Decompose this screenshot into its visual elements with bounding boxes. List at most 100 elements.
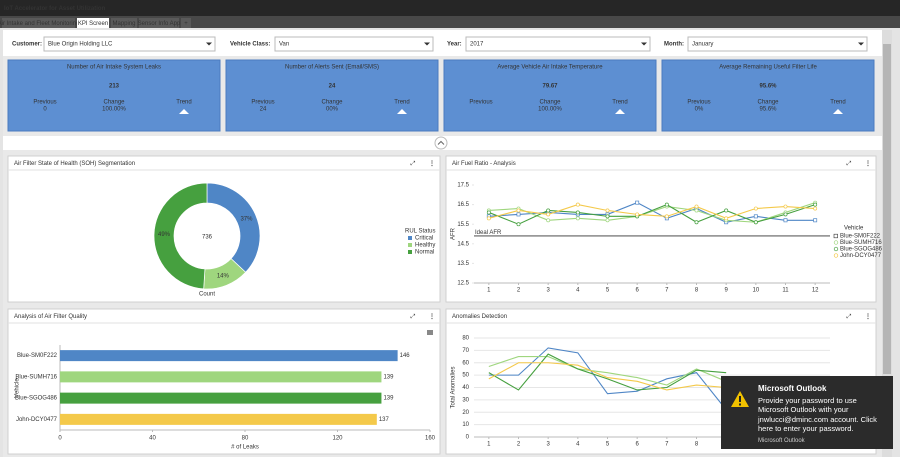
reference-label: Ideal AFR bbox=[475, 230, 502, 236]
filter-value[interactable]: Van bbox=[279, 42, 289, 48]
tab[interactable] bbox=[2, 18, 75, 28]
kpi-card bbox=[225, 59, 439, 132]
x-tick-label: 0 bbox=[58, 436, 62, 442]
point-marker bbox=[783, 204, 788, 209]
toast-body: Provide your password to use Microsoft O… bbox=[758, 395, 877, 434]
kpi-sub-value: 0 bbox=[43, 107, 47, 113]
filter-value[interactable]: January bbox=[692, 42, 713, 48]
filter-value[interactable]: Blue Origin Holding LLC bbox=[48, 42, 113, 48]
point-marker bbox=[605, 208, 610, 213]
x-tick-label: 120 bbox=[332, 436, 343, 442]
menu-icon[interactable]: ⋮ bbox=[865, 160, 871, 167]
legend-label: John-DCY0477 bbox=[840, 253, 882, 259]
panel-title: Air Filter State of Health (SOH) Segment… bbox=[14, 161, 135, 167]
legend-marker bbox=[833, 240, 839, 245]
filter-dropdown[interactable] bbox=[43, 36, 216, 52]
y-tick-label: 50 bbox=[462, 373, 469, 379]
x-tick-label: 2 bbox=[517, 442, 521, 448]
tab-label[interactable]: KPI Screen bbox=[78, 21, 108, 27]
filter-label: Year: bbox=[447, 42, 462, 48]
filter-dropdown[interactable] bbox=[687, 36, 868, 52]
expand-icon[interactable]: ⤢ bbox=[847, 313, 852, 320]
legend-label: Blue-SGOG486 bbox=[840, 247, 883, 253]
point-marker bbox=[753, 206, 758, 211]
tab[interactable] bbox=[181, 18, 191, 28]
point-marker bbox=[575, 202, 580, 207]
x-tick-label: 11 bbox=[782, 288, 789, 294]
panel bbox=[445, 155, 877, 303]
y-tick-label: 0 bbox=[466, 435, 470, 441]
series-line bbox=[488, 356, 727, 386]
point-marker bbox=[783, 218, 788, 223]
kpi-sub-label: Previous bbox=[687, 100, 710, 106]
donut-center-label: 736 bbox=[202, 235, 213, 241]
kpi-sub-label: Previous bbox=[33, 100, 56, 106]
download-icon[interactable] bbox=[427, 330, 433, 335]
x-tick-label: 40 bbox=[149, 436, 156, 442]
point-marker bbox=[813, 218, 818, 223]
point-marker bbox=[664, 202, 669, 207]
y-tick-label: 30 bbox=[462, 397, 469, 403]
x-tick-label: 160 bbox=[425, 436, 436, 442]
tab[interactable] bbox=[77, 18, 109, 28]
bar bbox=[60, 371, 382, 383]
app-title: IoT Accelerator for Asset Utilization bbox=[4, 6, 106, 12]
tab-label[interactable]: Sensor Info App bbox=[138, 21, 181, 27]
series-line bbox=[488, 203, 816, 225]
legend-swatch bbox=[408, 236, 412, 240]
tab[interactable] bbox=[139, 18, 179, 28]
y-tick-label: 15.5 bbox=[457, 222, 469, 228]
tab[interactable] bbox=[111, 18, 137, 28]
header-bar bbox=[0, 0, 900, 16]
collapse-chevron bbox=[437, 140, 445, 145]
y-axis-title: Vehicle bbox=[15, 378, 21, 398]
x-tick-label: 2 bbox=[517, 288, 521, 294]
expand-icon[interactable]: ⤢ bbox=[847, 160, 852, 167]
notification-toast[interactable]: Microsoft Outlook Provide your password … bbox=[721, 376, 893, 449]
trend-arrow bbox=[833, 109, 843, 114]
menu-icon[interactable]: ⋮ bbox=[429, 313, 435, 320]
legend-label: Blue-SM0F222 bbox=[840, 234, 881, 240]
menu-icon[interactable]: ⋮ bbox=[865, 313, 871, 320]
bar-value-label: 137 bbox=[379, 417, 390, 423]
panel-title: Anomalies Detection bbox=[452, 314, 507, 320]
tab-label[interactable]: Air Intake and Fleet Monitoring bbox=[0, 21, 79, 27]
x-tick-label: 9 bbox=[724, 288, 728, 294]
y-tick-label: 13.5 bbox=[457, 261, 469, 267]
x-tick-label: 7 bbox=[665, 288, 669, 294]
tab-label[interactable]: Mapping bbox=[112, 21, 135, 27]
y-tick-label: 17.5 bbox=[457, 183, 469, 189]
kpi-sub-label: Change bbox=[321, 100, 343, 106]
filter-dropdown[interactable] bbox=[274, 36, 434, 52]
x-tick-label: 3 bbox=[546, 288, 550, 294]
point-marker bbox=[516, 208, 521, 213]
donut-caption: Count bbox=[199, 292, 215, 298]
point-marker bbox=[516, 212, 521, 217]
segment-label: 14% bbox=[217, 274, 230, 280]
expand-icon[interactable]: ⤢ bbox=[411, 313, 416, 320]
legend-label: Blue-SUMH716 bbox=[840, 240, 882, 246]
kpi-card bbox=[443, 59, 657, 132]
x-tick-label: 5 bbox=[606, 442, 610, 448]
tab-label[interactable]: + bbox=[184, 21, 188, 27]
x-tick-label: 3 bbox=[546, 442, 550, 448]
x-tick-label: 8 bbox=[695, 288, 699, 294]
filter-dropdown[interactable] bbox=[465, 36, 651, 52]
kpi-sub-label: Trend bbox=[176, 100, 191, 106]
y-tick-label: 80 bbox=[462, 336, 469, 342]
segment-label: 49% bbox=[158, 232, 171, 238]
x-tick-label: 8 bbox=[695, 442, 699, 448]
point-marker bbox=[575, 210, 580, 215]
filter-value[interactable]: 2017 bbox=[470, 42, 484, 48]
expand-icon[interactable]: ⤢ bbox=[411, 160, 416, 167]
kpi-value: 95.6% bbox=[759, 84, 777, 90]
kpi-card bbox=[661, 59, 875, 132]
menu-icon[interactable]: ⋮ bbox=[429, 160, 435, 167]
legend-label: Healthy bbox=[415, 243, 435, 249]
y-tick-label: 12.5 bbox=[457, 281, 469, 287]
series-line bbox=[488, 204, 816, 219]
collapse-button[interactable] bbox=[434, 136, 448, 150]
legend-swatch bbox=[408, 250, 412, 254]
warning-icon bbox=[731, 391, 749, 407]
point-marker bbox=[635, 200, 640, 205]
